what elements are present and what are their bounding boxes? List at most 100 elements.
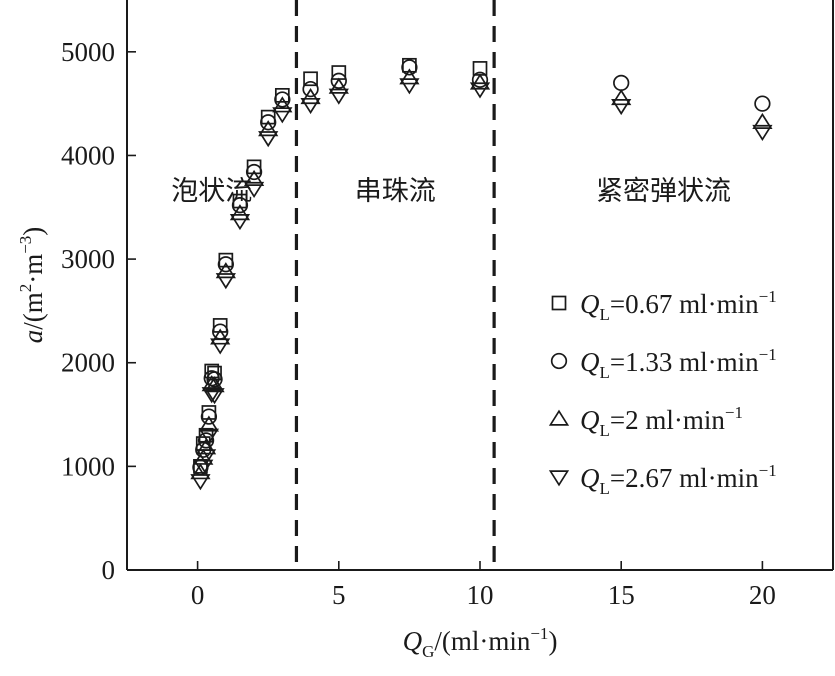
- y-tick-label: 0: [102, 555, 116, 585]
- data-point: [300, 97, 321, 115]
- data-point: [300, 88, 321, 105]
- data-point: [246, 159, 262, 175]
- data-point: [243, 181, 265, 199]
- data-point: [212, 318, 228, 333]
- x-tick-label: 15: [608, 580, 635, 610]
- data-point: [204, 376, 225, 393]
- legend-superscript: −1: [759, 287, 777, 306]
- y-tick-label: 1000: [61, 451, 115, 481]
- data-point: [260, 109, 276, 125]
- legend-entry: QL=0.67 ml·min−1: [580, 287, 777, 324]
- data-point: [200, 408, 218, 425]
- data-point: [258, 120, 279, 137]
- legend-value: =2 ml·min: [610, 405, 725, 435]
- x-label-unit: /(ml·min: [434, 626, 530, 656]
- legend-superscript: −1: [759, 461, 777, 480]
- data-point: [399, 78, 420, 95]
- legend-var: Q: [580, 405, 600, 435]
- legend-value: =0.67 ml·min: [610, 289, 759, 319]
- data-point: [231, 197, 249, 214]
- data-point: [331, 65, 347, 80]
- legend-superscript: −1: [725, 403, 743, 422]
- data-point: [197, 432, 215, 449]
- y-label-unit: /(m: [18, 292, 48, 330]
- data-point: [272, 107, 293, 124]
- data-point: [754, 95, 771, 112]
- x-tick-label: 10: [467, 580, 494, 610]
- legend-superscript: −1: [759, 345, 777, 364]
- legend-subscript: L: [600, 421, 610, 440]
- data-point: [210, 328, 231, 345]
- legend-var: Q: [580, 347, 600, 377]
- x-label-subscript: G: [422, 642, 434, 661]
- data-point: [195, 438, 217, 455]
- y-tick-label: 2000: [61, 348, 115, 378]
- legend-subscript: L: [600, 363, 610, 382]
- data-point: [258, 131, 279, 148]
- legend-entry: QL=2 ml·min−1: [580, 403, 743, 440]
- legend-var: Q: [580, 463, 600, 493]
- data-point: [752, 124, 773, 142]
- y-label-superscript: −3: [16, 236, 35, 254]
- data-point: [243, 169, 265, 186]
- legend-entry: QL=1.33 ml·min−1: [580, 345, 777, 382]
- legend-subscript: L: [600, 479, 610, 498]
- y-label-var: a: [18, 330, 48, 344]
- data-point: [274, 87, 290, 103]
- x-tick-label: 20: [749, 580, 776, 610]
- data-point: [272, 96, 293, 113]
- data-point: [229, 214, 251, 231]
- data-point: [401, 59, 418, 76]
- legend-var: Q: [580, 289, 600, 319]
- plot-frame-layer: [126, 0, 834, 571]
- data-point: [195, 449, 217, 466]
- legend-value: =2.67 ml·min: [610, 463, 759, 493]
- region-label: 串珠流: [355, 176, 436, 206]
- data-point: [303, 71, 318, 87]
- text-layer: 0 5 10 15 20 0 1000 2000 3000 4000 5000 泡状流 串珠流 紧密弹状流…: [16, 37, 777, 661]
- data-point: [328, 88, 349, 105]
- region-label: 泡状流: [171, 176, 252, 206]
- data-point: [260, 114, 277, 131]
- x-label-var: Q: [403, 626, 423, 656]
- legend-marker: [550, 352, 568, 370]
- data-point: [198, 415, 220, 432]
- data-point: [274, 91, 291, 108]
- data-point: [328, 77, 349, 94]
- data-point: [190, 474, 211, 491]
- y-tick-label: 5000: [61, 37, 115, 67]
- x-label-close: ): [548, 626, 557, 656]
- data-point: [245, 163, 263, 181]
- data-point: [215, 262, 236, 279]
- data-point: [611, 89, 632, 106]
- legend-marker: [551, 295, 567, 311]
- data-point: [201, 387, 222, 404]
- data-point: [206, 371, 223, 388]
- y-label-mid: ·m: [18, 254, 48, 284]
- legend-marker: [548, 409, 570, 426]
- data-point: [210, 338, 231, 355]
- legend-subscript: L: [600, 305, 610, 324]
- x-axis-label: QG/(ml·min−1): [403, 624, 558, 661]
- data-point: [198, 428, 220, 445]
- data-point: [193, 448, 214, 465]
- data-point: [217, 256, 234, 273]
- data-point: [229, 204, 251, 221]
- data-point: [611, 99, 632, 116]
- legend-value: =1.33 ml·min: [610, 347, 759, 377]
- data-point: [613, 74, 630, 92]
- y-tick-label: 4000: [61, 140, 115, 170]
- data-point: [302, 80, 319, 98]
- data-point: [215, 273, 236, 290]
- data-point: [471, 71, 489, 88]
- data-point: [469, 73, 491, 90]
- data-point: [469, 82, 491, 99]
- x-label-superscript: −1: [530, 624, 548, 643]
- data-point: [752, 112, 773, 129]
- data-point: [330, 72, 347, 89]
- y-tick-label: 3000: [61, 244, 115, 274]
- legend-marker: [548, 470, 570, 487]
- x-tick-label: 5: [332, 580, 346, 610]
- x-tick-label: 0: [191, 580, 205, 610]
- legend-entry: QL=2.67 ml·min−1: [580, 461, 777, 498]
